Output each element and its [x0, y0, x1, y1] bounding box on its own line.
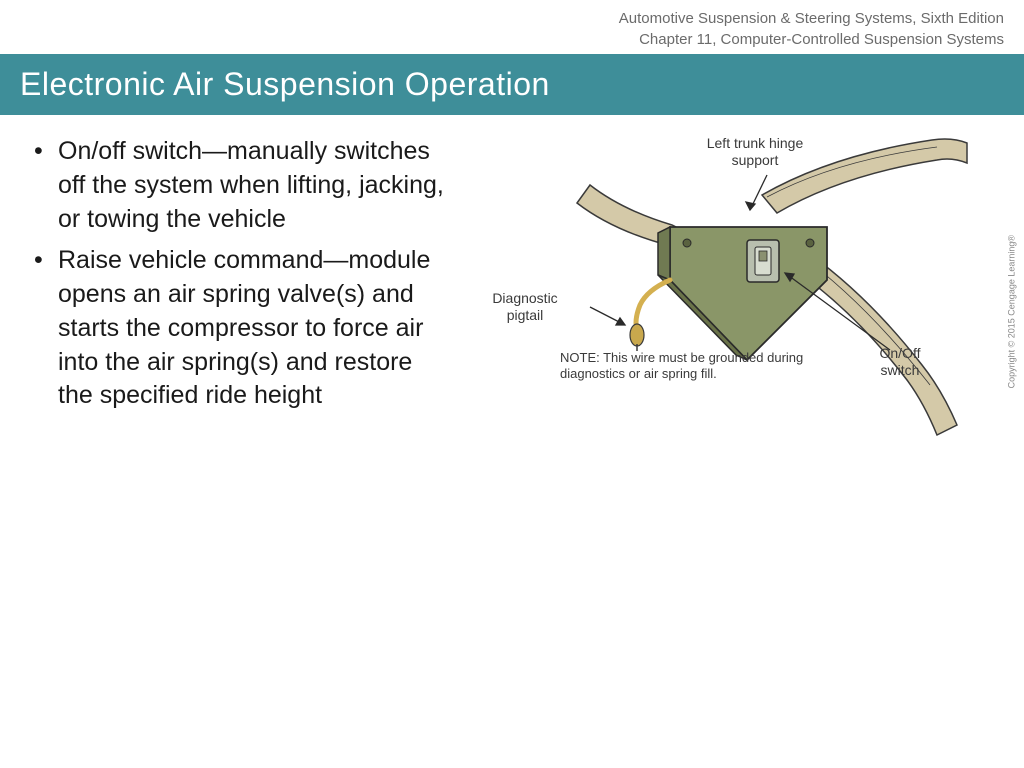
label-pigtail: Diagnostic pigtail	[480, 290, 570, 324]
bullet-item: Raise vehicle command—module opens an ai…	[58, 244, 450, 413]
bullet-item: On/off switch—manually switches off the …	[58, 135, 450, 236]
slide-title: Electronic Air Suspension Operation	[0, 54, 1024, 115]
bullet-list: On/off switch—manually switches off the …	[30, 135, 450, 455]
content-area: On/off switch—manually switches off the …	[0, 115, 1024, 475]
pigtail-wire-icon	[630, 280, 670, 351]
label-note: NOTE: This wire must be grounded during …	[560, 350, 815, 381]
arrow-pigtail-icon	[590, 307, 625, 325]
mounting-bracket-icon	[658, 227, 827, 360]
book-title: Automotive Suspension & Steering Systems…	[0, 8, 1004, 29]
figure-diagram: Left trunk hinge support Diagnostic pigt…	[470, 135, 994, 455]
label-switch: On/Off switch	[870, 345, 930, 379]
arrow-hinge-icon	[746, 175, 767, 210]
label-copyright: Copyright © 2015 Cengage Learning®	[1006, 235, 1016, 388]
label-hinge: Left trunk hinge support	[690, 135, 820, 169]
chapter-title: Chapter 11, Computer-Controlled Suspensi…	[0, 29, 1004, 50]
